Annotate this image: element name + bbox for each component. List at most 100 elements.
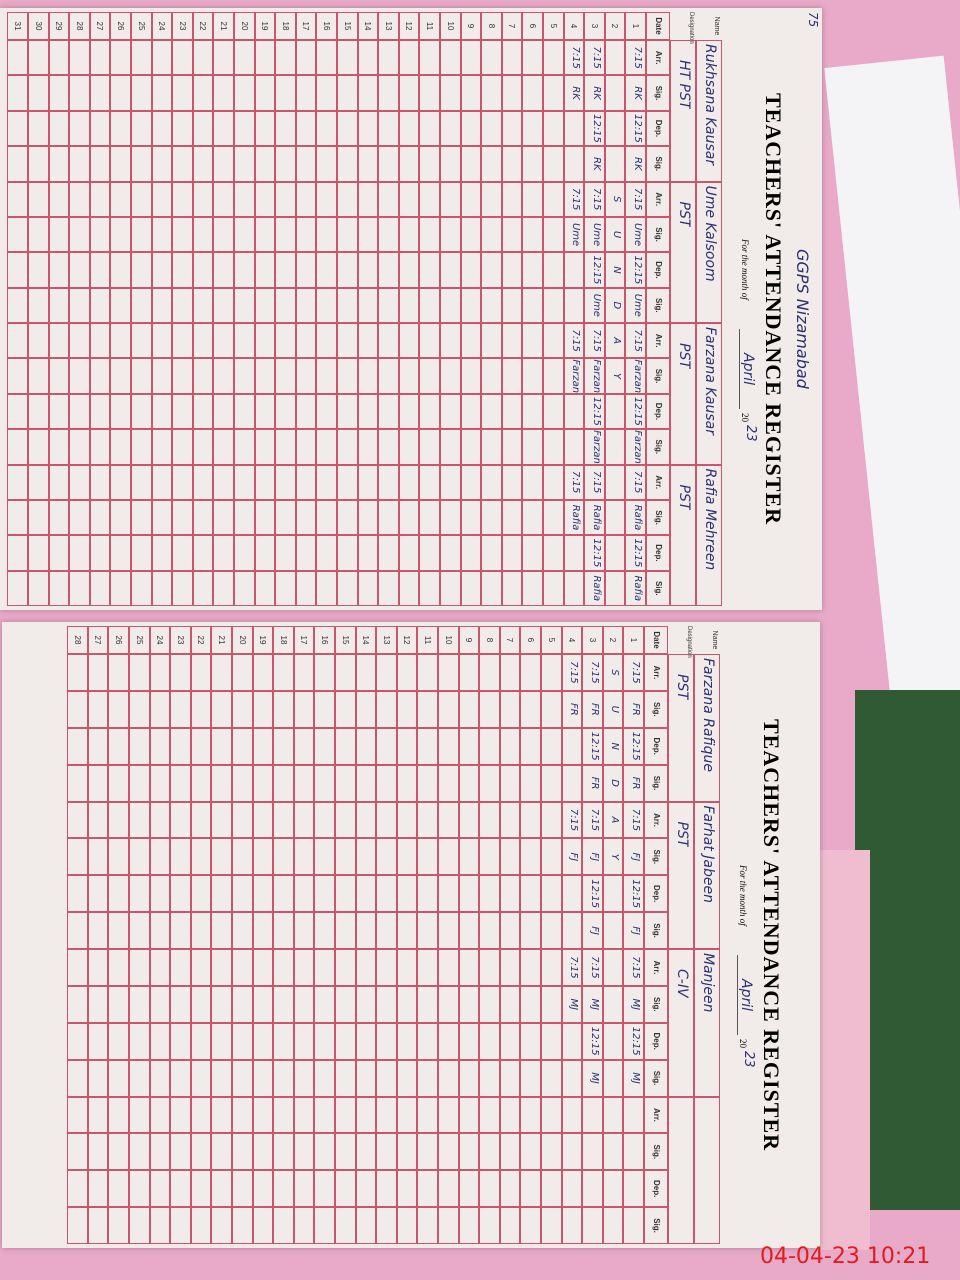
date: 26 [114,635,123,645]
grid-cell [438,654,459,691]
grid-cell [602,912,624,949]
date: 3 [589,23,599,29]
grid-cell [316,287,337,323]
grid-cell [520,654,541,691]
grid-cell [149,1059,171,1097]
grid-cell [295,570,317,606]
grid-cell [232,912,253,949]
grid-cell [172,110,193,147]
date: 27 [95,21,105,31]
date: 21 [219,21,228,31]
date: 3 [587,637,597,643]
grid-cell [458,1133,480,1171]
grid-cell [357,146,379,182]
handwritten-entry: A [609,816,621,824]
grid-cell [48,75,70,111]
grid-cell [254,110,276,147]
grid-cell [314,727,335,765]
grid-cell [69,570,90,606]
column-label: Dep. [654,119,663,138]
grid-cell [275,535,296,571]
grid-cell [172,358,193,394]
grid-cell [295,499,317,536]
grid-cell [131,110,152,147]
grid-cell [254,75,276,111]
grid-cell [337,464,358,500]
column-label: Arr. [652,960,661,975]
grid-cell [337,252,358,288]
column-label: Sig. [654,439,663,455]
grid-cell [499,690,521,728]
grid-cell [378,429,399,465]
grid-cell [190,1022,212,1060]
teacher-name: Rukhsana Kausar [702,44,718,166]
grid-cell [398,393,420,430]
grid-cell [378,252,399,288]
grid-cell [335,801,356,839]
grid-cell [604,429,626,465]
grid-cell [275,570,296,606]
grid-cell [316,216,337,253]
handwritten-entry: 7:15 [570,329,582,352]
column-label: Sig. [654,227,663,242]
grid-cell [337,323,358,359]
grid-cell [314,690,335,728]
grid-cell [252,1133,274,1171]
grid-cell [376,654,397,691]
grid-cell [314,949,335,986]
grid-cell [129,690,150,728]
grid-cell [254,181,276,217]
handwritten-entry: MJ [588,1072,600,1084]
grid-cell [501,535,523,571]
grid-cell [460,75,482,111]
grid-cell [541,1059,562,1097]
grid-cell [602,949,624,986]
grid-cell [378,358,399,394]
grid-cell [417,912,438,949]
grid-cell [440,252,461,288]
grid-cell [396,654,418,691]
date: 13 [381,635,391,645]
grid-cell [151,287,173,323]
date: 22 [196,635,206,645]
grid-cell [87,801,109,839]
grid-cell [314,1133,335,1171]
grid-cell [252,949,274,986]
grid-cell [67,1059,88,1097]
grid-cell [273,690,294,728]
grid-cell [234,146,255,182]
handwritten-entry: 12:15 [630,1026,641,1056]
grid-cell [213,252,234,288]
grid-cell [69,393,90,430]
teacher-designation: PST [674,674,690,700]
grid-cell [417,1059,438,1097]
grid-cell [254,464,276,500]
grid-cell [419,40,440,76]
handwritten-entry: 7:15 [590,46,602,69]
grid-cell [417,690,438,728]
grid-cell [192,252,214,288]
grid-cell [293,1022,315,1060]
grid-cell [234,499,255,536]
handwritten-entry: 12:15 [588,1026,600,1056]
grid-cell [337,429,358,465]
grid-cell [604,535,626,571]
grid-cell [335,838,356,876]
grid-cell [87,838,109,876]
grid-cell [355,764,377,802]
grid-cell [232,1059,253,1097]
grid-cell [295,110,317,147]
grid-cell [192,358,214,394]
grid-cell [273,801,294,839]
grid-cell [28,216,49,253]
grid-cell [48,393,70,430]
name-cell [694,1096,720,1244]
grid-cell [458,1059,480,1097]
grid-cell [543,393,564,430]
teacher-name: Farzana Kausar [702,327,718,435]
grid-cell [252,690,274,728]
grid-cell [67,654,88,691]
grid-cell [419,216,440,253]
grid-cell [479,949,500,986]
grid-cell [337,535,358,571]
